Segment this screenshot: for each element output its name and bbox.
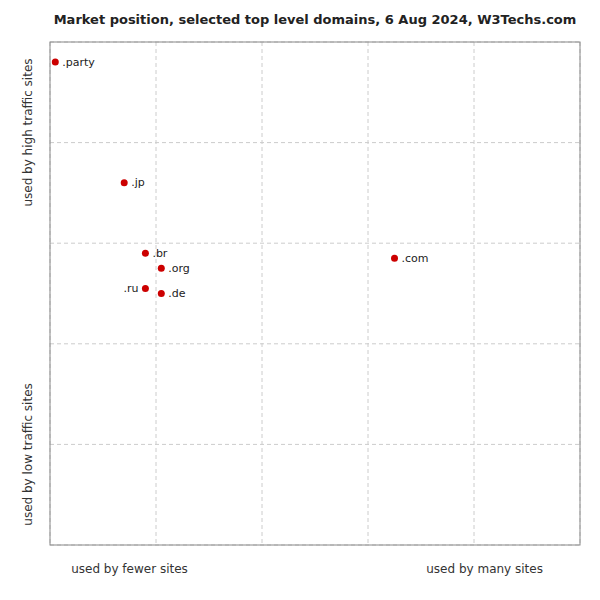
axis-label: used by many sites xyxy=(426,562,543,576)
point xyxy=(158,265,165,272)
plot-frame xyxy=(50,42,580,545)
point xyxy=(121,179,128,186)
point xyxy=(52,59,59,66)
axis-label: used by high traffic sites xyxy=(21,58,35,206)
point xyxy=(158,290,165,297)
grid xyxy=(50,42,580,545)
chart-container: .party .jp .br.org .ru .de .com Market positio… xyxy=(0,0,600,600)
points xyxy=(52,59,398,297)
grid-line-y xyxy=(50,142,580,143)
point-label: .jp xyxy=(131,176,145,189)
axis-label: used by fewer sites xyxy=(71,562,188,576)
point-label: .party xyxy=(62,56,95,69)
point-label: .de xyxy=(168,287,185,300)
point xyxy=(391,255,398,262)
plot-background xyxy=(50,42,580,545)
point xyxy=(142,285,149,292)
axis-label: used by low traffic sites xyxy=(21,383,35,525)
chart-svg: .party .jp .br.org .ru .de .com Market positio… xyxy=(0,0,600,600)
title: Market position, selected top level doma… xyxy=(54,12,577,27)
point-label: .br xyxy=(152,247,167,260)
grid-line-x xyxy=(368,42,369,545)
grid-line-y xyxy=(50,343,580,344)
point-labels: .party .jp .br.org .ru .de .com xyxy=(62,56,428,300)
point-label: .org xyxy=(168,262,190,275)
point-label: .com xyxy=(402,252,429,265)
point-label: .ru xyxy=(123,282,138,295)
grid-line-y xyxy=(50,444,580,445)
grid-line-x xyxy=(474,42,475,545)
grid-line-x xyxy=(262,42,263,545)
grid-line-x xyxy=(156,42,157,545)
point xyxy=(142,250,149,257)
grid-line-y xyxy=(50,243,580,244)
